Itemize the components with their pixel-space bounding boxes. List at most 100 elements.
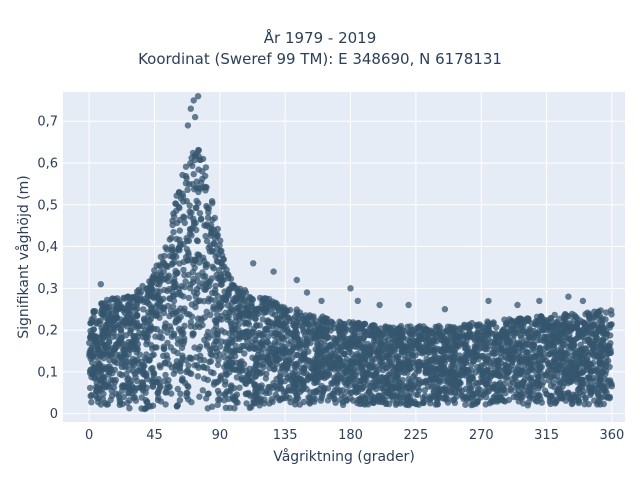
data-point <box>283 393 290 400</box>
data-point <box>188 209 195 216</box>
data-point <box>299 385 307 393</box>
data-point <box>131 357 138 365</box>
data-point <box>176 397 184 404</box>
data-point <box>271 338 279 346</box>
data-point <box>143 375 151 383</box>
data-point <box>586 310 593 318</box>
data-point <box>129 294 136 301</box>
data-point <box>272 391 279 399</box>
data-point <box>561 372 569 380</box>
data-point <box>261 326 269 333</box>
data-point <box>161 323 169 330</box>
data-point <box>361 395 369 402</box>
data-point <box>586 374 593 382</box>
data-point <box>195 297 202 305</box>
data-point <box>581 320 588 327</box>
data-point <box>202 187 209 194</box>
data-point <box>142 334 150 342</box>
data-point <box>151 267 158 274</box>
data-point <box>218 338 225 345</box>
data-point <box>430 347 437 354</box>
data-point <box>211 214 218 222</box>
data-point <box>336 345 343 353</box>
data-point <box>473 336 481 344</box>
data-point <box>170 228 177 236</box>
data-point <box>95 361 102 369</box>
data-point <box>173 219 181 227</box>
data-point <box>415 368 422 375</box>
data-point <box>236 313 244 320</box>
data-point <box>371 373 378 380</box>
data-point <box>112 297 120 304</box>
data-point <box>560 394 567 401</box>
data-point <box>570 394 577 401</box>
data-point <box>132 322 139 329</box>
data-point <box>177 242 184 249</box>
data-point <box>228 347 235 354</box>
data-point <box>184 186 191 193</box>
data-point <box>222 378 229 385</box>
data-point <box>341 327 348 334</box>
data-point <box>377 325 384 332</box>
data-point <box>525 392 532 399</box>
data-point <box>532 318 540 325</box>
data-point <box>187 354 194 361</box>
data-point <box>245 389 252 397</box>
data-point <box>575 385 582 393</box>
data-point <box>564 328 572 335</box>
data-point <box>395 379 402 386</box>
data-point <box>597 307 604 314</box>
data-point <box>488 321 495 328</box>
data-point <box>366 325 373 333</box>
data-point <box>230 282 237 289</box>
data-point <box>572 323 579 330</box>
data-point <box>180 308 187 315</box>
data-point <box>470 392 477 399</box>
data-point <box>212 253 219 260</box>
data-point <box>239 329 246 337</box>
data-point <box>515 363 522 370</box>
data-point <box>368 394 375 401</box>
data-point <box>134 333 142 340</box>
data-point <box>409 356 417 363</box>
data-point <box>102 399 109 407</box>
data-point <box>413 361 420 368</box>
data-point <box>301 350 308 358</box>
data-point <box>474 352 482 359</box>
data-point <box>583 361 590 368</box>
data-point <box>235 321 242 329</box>
data-point <box>189 162 196 169</box>
data-point <box>287 399 294 406</box>
y-tick-label: 0,4 <box>37 240 58 255</box>
data-point <box>266 389 273 396</box>
data-point <box>451 364 458 371</box>
data-point <box>97 281 105 288</box>
data-point <box>259 316 266 323</box>
data-point <box>465 381 473 388</box>
data-point <box>316 369 323 376</box>
data-point <box>188 154 195 162</box>
data-point <box>187 319 195 326</box>
data-point <box>362 370 369 377</box>
data-point <box>546 398 553 405</box>
data-point <box>263 370 270 377</box>
data-point <box>179 190 186 197</box>
data-point <box>186 369 193 377</box>
data-point <box>186 311 193 318</box>
data-point <box>428 339 435 346</box>
data-point <box>456 330 464 338</box>
data-point <box>293 276 300 284</box>
data-point <box>160 352 167 359</box>
data-point <box>545 321 552 329</box>
data-point <box>338 391 345 399</box>
data-point <box>218 372 225 379</box>
data-point <box>422 348 430 355</box>
data-point <box>518 334 525 341</box>
data-point <box>216 351 223 358</box>
data-point <box>479 344 486 351</box>
data-point <box>270 366 278 373</box>
data-point <box>476 321 483 328</box>
data-point <box>372 347 379 354</box>
data-point <box>105 299 112 307</box>
data-point <box>513 322 521 329</box>
